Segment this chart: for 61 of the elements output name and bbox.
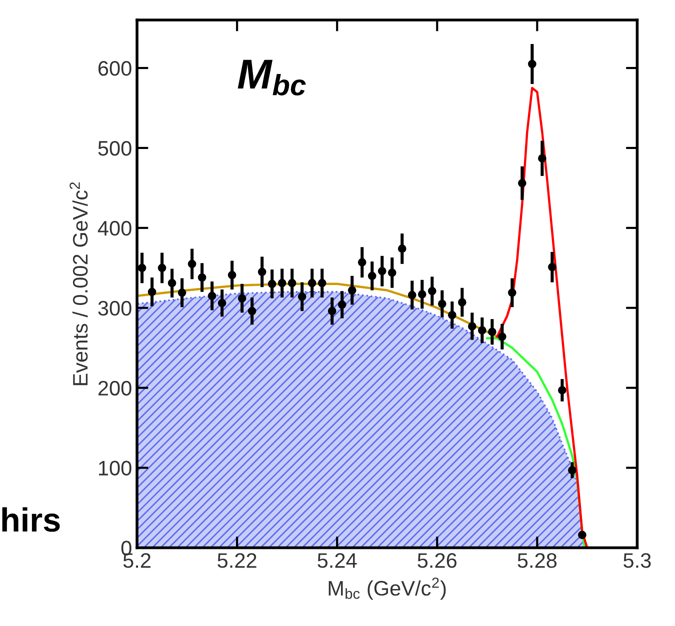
x-tick-label: 5.24 xyxy=(318,553,357,568)
point xyxy=(578,530,586,540)
point xyxy=(168,278,176,288)
point xyxy=(318,278,326,288)
y-tick-label: 300 xyxy=(98,300,132,316)
point xyxy=(488,328,496,336)
point xyxy=(178,288,186,297)
point xyxy=(158,264,166,272)
point xyxy=(258,268,266,276)
y-tick-label: 400 xyxy=(98,220,132,236)
y-axis-title: Events / 0.002 GeV/c$^{2}$ xyxy=(70,182,88,386)
point xyxy=(308,278,316,288)
point xyxy=(368,272,376,280)
x-tick-label: 5.26 xyxy=(418,553,456,568)
point xyxy=(218,298,226,308)
point xyxy=(298,292,306,301)
point xyxy=(458,298,466,306)
point xyxy=(288,278,296,288)
point xyxy=(518,178,526,188)
point xyxy=(558,386,566,394)
point xyxy=(228,270,236,280)
point xyxy=(198,273,206,282)
point xyxy=(328,306,336,316)
x-axis-title: M$_{bc}$ (GeV/c$^{2}$) xyxy=(328,578,446,600)
point xyxy=(438,300,446,308)
text: hirs xyxy=(2,507,60,532)
x-tick-label: 5.28 xyxy=(518,553,557,568)
point xyxy=(408,290,416,300)
point xyxy=(528,60,536,68)
point xyxy=(478,326,486,334)
point xyxy=(428,286,436,296)
point xyxy=(448,310,456,320)
y-tick-label: 600 xyxy=(98,61,132,76)
point xyxy=(508,288,516,297)
point xyxy=(338,300,346,309)
x-tick-label: 5.22 xyxy=(218,553,256,568)
point xyxy=(418,290,426,298)
point xyxy=(148,288,156,296)
y-tick-label: 100 xyxy=(98,460,132,476)
point xyxy=(468,322,476,330)
point xyxy=(358,258,366,266)
point xyxy=(348,286,356,294)
point xyxy=(388,268,396,277)
point xyxy=(538,154,546,163)
x-tick-label: 5.3 xyxy=(624,553,651,568)
point xyxy=(568,466,576,474)
point xyxy=(548,262,556,272)
point xyxy=(238,294,246,302)
x-tick-label: 5.2 xyxy=(123,553,150,568)
point xyxy=(208,292,216,300)
point xyxy=(278,278,286,288)
y-tick-label: 200 xyxy=(98,380,132,396)
point xyxy=(188,260,196,268)
annotation: M$_{bc}$ xyxy=(238,60,306,96)
point xyxy=(398,244,406,253)
point xyxy=(498,332,506,341)
point xyxy=(268,280,276,288)
point xyxy=(378,266,386,276)
y-tick-label: 500 xyxy=(98,140,132,156)
point xyxy=(248,306,256,316)
point xyxy=(138,264,146,272)
